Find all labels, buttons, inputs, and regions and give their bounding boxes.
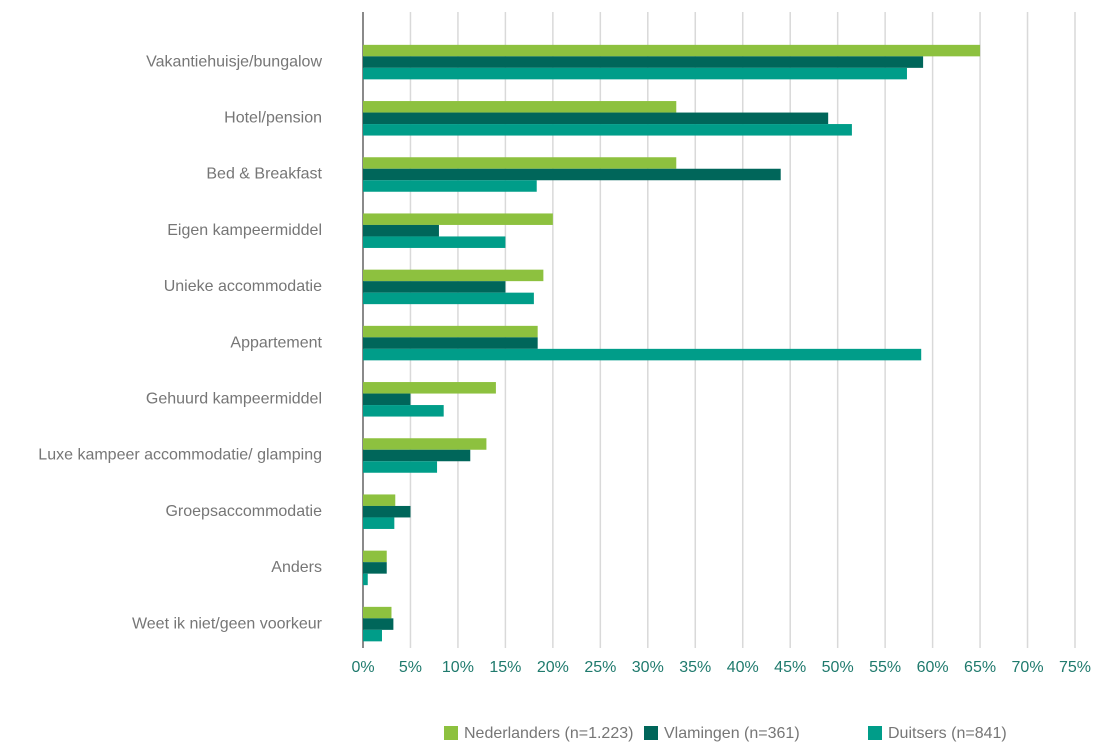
x-tick-label: 25% bbox=[584, 659, 616, 676]
x-tick-label: 75% bbox=[1059, 659, 1091, 676]
bar bbox=[363, 213, 553, 225]
y-tick-label: Weet ik niet/geen voorkeur bbox=[132, 615, 323, 632]
bar bbox=[363, 44, 981, 57]
bar bbox=[363, 405, 444, 417]
bar bbox=[363, 269, 544, 282]
y-tick-label: Vakantiehuisje/bungalow bbox=[146, 53, 322, 70]
bar bbox=[363, 618, 394, 630]
x-tick-label: 0% bbox=[351, 659, 374, 676]
legend-swatch bbox=[444, 726, 458, 740]
bar bbox=[363, 236, 506, 248]
bar bbox=[363, 550, 387, 563]
bar bbox=[363, 505, 411, 518]
bar bbox=[363, 337, 538, 349]
y-tick-label: Luxe kampeer accommodatie/ glamping bbox=[38, 447, 322, 464]
bar bbox=[363, 56, 924, 68]
x-tick-label: 50% bbox=[822, 659, 854, 676]
legend-label: Vlamingen (n=361) bbox=[664, 725, 800, 742]
legend-swatch bbox=[868, 726, 882, 740]
legend-label: Nederlanders (n=1.223) bbox=[464, 725, 633, 742]
y-tick-label: Gehuurd kampeermiddel bbox=[146, 391, 322, 408]
y-tick-label: Bed & Breakfast bbox=[206, 166, 322, 183]
x-tick-label: 55% bbox=[869, 659, 901, 676]
bar bbox=[363, 67, 907, 80]
legend-label: Duitsers (n=841) bbox=[888, 725, 1007, 742]
bar bbox=[363, 449, 471, 462]
bar bbox=[363, 562, 387, 574]
bar bbox=[363, 180, 537, 192]
bar bbox=[363, 517, 395, 529]
bar bbox=[363, 292, 534, 305]
bar bbox=[363, 393, 411, 406]
bar bbox=[363, 101, 677, 113]
bar bbox=[363, 629, 382, 642]
legend-swatch bbox=[644, 726, 658, 740]
y-tick-label: Appartement bbox=[230, 334, 322, 351]
x-tick-label: 20% bbox=[537, 659, 569, 676]
bar bbox=[363, 606, 392, 619]
bar bbox=[363, 382, 496, 394]
y-tick-label: Anders bbox=[271, 559, 322, 576]
bar bbox=[363, 573, 368, 586]
x-tick-label: 35% bbox=[679, 659, 711, 676]
x-tick-label: 15% bbox=[489, 659, 521, 676]
y-tick-label: Unieke accommodatie bbox=[164, 278, 322, 295]
bar bbox=[363, 494, 396, 506]
bar bbox=[363, 124, 852, 136]
bar bbox=[363, 281, 506, 293]
x-tick-label: 10% bbox=[442, 659, 474, 676]
x-tick-label: 40% bbox=[727, 659, 759, 676]
x-tick-label: 65% bbox=[964, 659, 996, 676]
bar bbox=[363, 112, 829, 125]
x-tick-label: 45% bbox=[774, 659, 806, 676]
bar bbox=[363, 224, 439, 237]
y-tick-label: Hotel/pension bbox=[224, 110, 322, 127]
y-tick-label: Eigen kampeermiddel bbox=[167, 222, 322, 239]
bar bbox=[363, 348, 922, 361]
x-tick-label: 60% bbox=[917, 659, 949, 676]
y-tick-label: Groepsaccommodatie bbox=[165, 503, 322, 520]
bar bbox=[363, 168, 781, 181]
x-tick-label: 30% bbox=[632, 659, 664, 676]
bar bbox=[363, 157, 677, 169]
bar bbox=[363, 438, 487, 450]
bar bbox=[363, 461, 438, 473]
x-tick-label: 70% bbox=[1012, 659, 1044, 676]
bar bbox=[363, 325, 538, 338]
x-tick-label: 5% bbox=[399, 659, 422, 676]
